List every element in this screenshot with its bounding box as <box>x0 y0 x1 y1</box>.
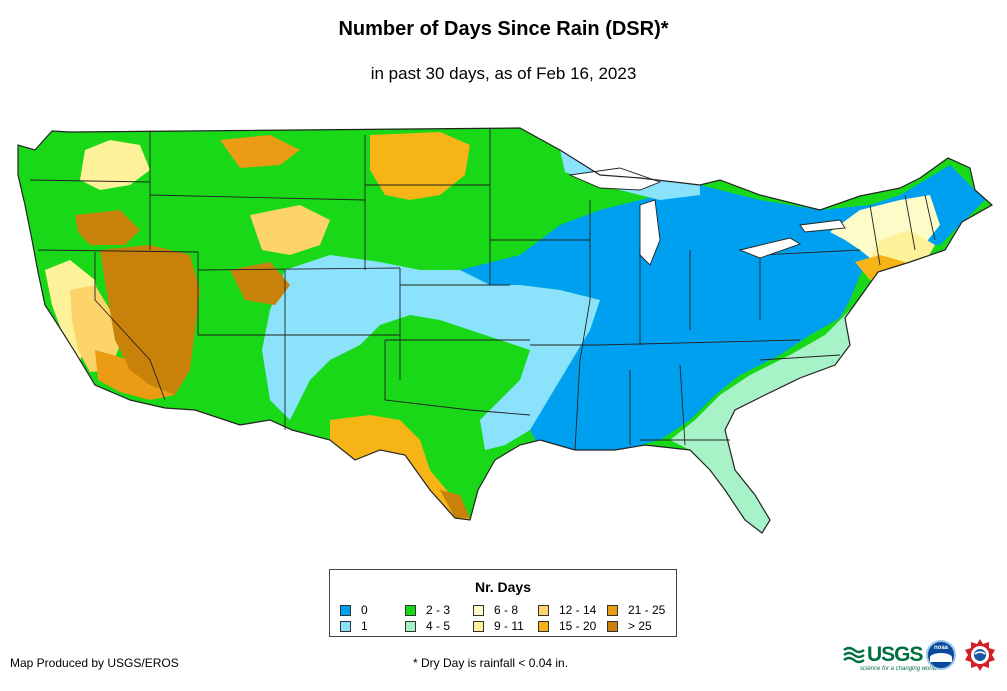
dry-day-footnote: * Dry Day is rainfall < 0.04 in. <box>413 656 569 670</box>
legend-swatch-21-25 <box>607 604 618 616</box>
zone-over-25-greatbasin <box>100 245 200 395</box>
legend-swatch-over-25 <box>607 620 618 632</box>
legend-item-0: 0 <box>340 603 368 617</box>
usgs-logo: USGS <box>843 643 924 667</box>
state-line-ny-ne <box>869 204 881 266</box>
noaa-logo-text: noaa <box>933 645 948 651</box>
legend-label-12-14: 12 - 14 <box>559 603 597 617</box>
legend-swatch-15-20 <box>538 620 549 632</box>
legend-item-9-11: 9 - 11 <box>473 619 524 633</box>
legend-label-over-25: > 25 <box>628 619 652 633</box>
legend-item-2-3: 2 - 3 <box>405 603 450 617</box>
zone-12-14-calif <box>70 285 120 372</box>
state-line-ok-tx <box>384 340 531 416</box>
legend-label-15-20: 15 - 20 <box>559 619 597 633</box>
legend-item-6-8: 6 - 8 <box>473 603 518 617</box>
zone-15-20-texas <box>330 415 470 520</box>
zone-15-20-nplains <box>370 132 470 200</box>
map-title: Number of Days Since Rain (DSR)* <box>338 18 669 40</box>
legend-swatch-2-3 <box>405 604 416 616</box>
legend-label-0: 0 <box>361 603 368 617</box>
lake-superior <box>568 167 662 191</box>
state-line-ms-al <box>679 364 686 446</box>
zone-1-plains <box>262 255 600 450</box>
legend-item-over-25: > 25 <box>607 619 652 633</box>
state-line-wy-co <box>197 267 401 271</box>
legend-item-21-25: 21 - 25 <box>607 603 665 617</box>
us-outline <box>17 127 994 534</box>
legend: Nr. Days 0 1 2 - 3 4 - 5 6 - 8 9 - 11 12… <box>329 569 677 637</box>
state-line-tn-ky <box>599 339 801 346</box>
legend-swatch-0 <box>340 604 351 616</box>
lake-erie <box>738 237 802 259</box>
legend-label-6-8: 6 - 8 <box>494 603 519 617</box>
state-line-ms-river <box>574 200 591 451</box>
map-subtitle: in past 30 days, as of Feb 16, 2023 <box>370 64 637 83</box>
legend-label-2-3: 2 - 3 <box>426 603 451 617</box>
state-line-ca-nv <box>94 252 166 401</box>
lake-michigan <box>639 199 661 266</box>
noaa-bird-icon <box>930 653 952 662</box>
state-line-wa-or <box>29 179 151 183</box>
legend-label-9-11: 9 - 11 <box>494 619 524 633</box>
dsr-zones <box>18 128 992 533</box>
legend-label-4-5: 4 - 5 <box>426 619 451 633</box>
zone-4-5-southeast <box>670 310 850 533</box>
nws-logo-icon <box>965 639 995 671</box>
state-line-va-nc <box>759 354 841 361</box>
state-line-pa-ny <box>759 249 861 256</box>
state-boundaries <box>29 128 936 451</box>
legend-title: Nr. Days <box>474 579 532 595</box>
legend-item-1: 1 <box>340 619 368 633</box>
zone-12-14-wyoming <box>250 205 330 255</box>
noaa-logo: noaa <box>926 640 956 670</box>
map-credit: Map Produced by USGS/EROS <box>10 656 179 670</box>
legend-item-12-14: 12 - 14 <box>538 603 596 617</box>
zone-over-25-oregon <box>75 210 140 245</box>
legend-swatch-6-8 <box>473 604 484 616</box>
zone-21-25-montana <box>220 135 300 168</box>
legend-swatch-9-11 <box>473 620 484 632</box>
zone-over-25-colorado <box>230 262 290 305</box>
zone-21-25-socal <box>95 350 175 400</box>
zone-9-11-pacnw <box>80 140 150 190</box>
state-line-or-ca <box>37 249 199 253</box>
state-line-new-england <box>904 194 916 251</box>
legend-label-1: 1 <box>361 619 368 633</box>
usgs-logo-text: USGS <box>867 643 924 666</box>
usgs-tagline: science for a changing world <box>860 666 937 672</box>
usgs-waves-icon <box>843 646 865 664</box>
state-line-me-nh <box>924 194 936 241</box>
state-line-mt-wy <box>149 194 366 201</box>
legend-label-21-25: 21 - 25 <box>628 603 666 617</box>
legend-item-15-20: 15 - 20 <box>538 619 596 633</box>
legend-item-4-5: 4 - 5 <box>405 619 450 633</box>
legend-swatch-1 <box>340 620 351 632</box>
legend-swatch-4-5 <box>405 620 416 632</box>
zone-over-25-txcoast <box>440 490 470 518</box>
lake-ontario <box>799 219 846 233</box>
legend-swatch-12-14 <box>538 604 549 616</box>
